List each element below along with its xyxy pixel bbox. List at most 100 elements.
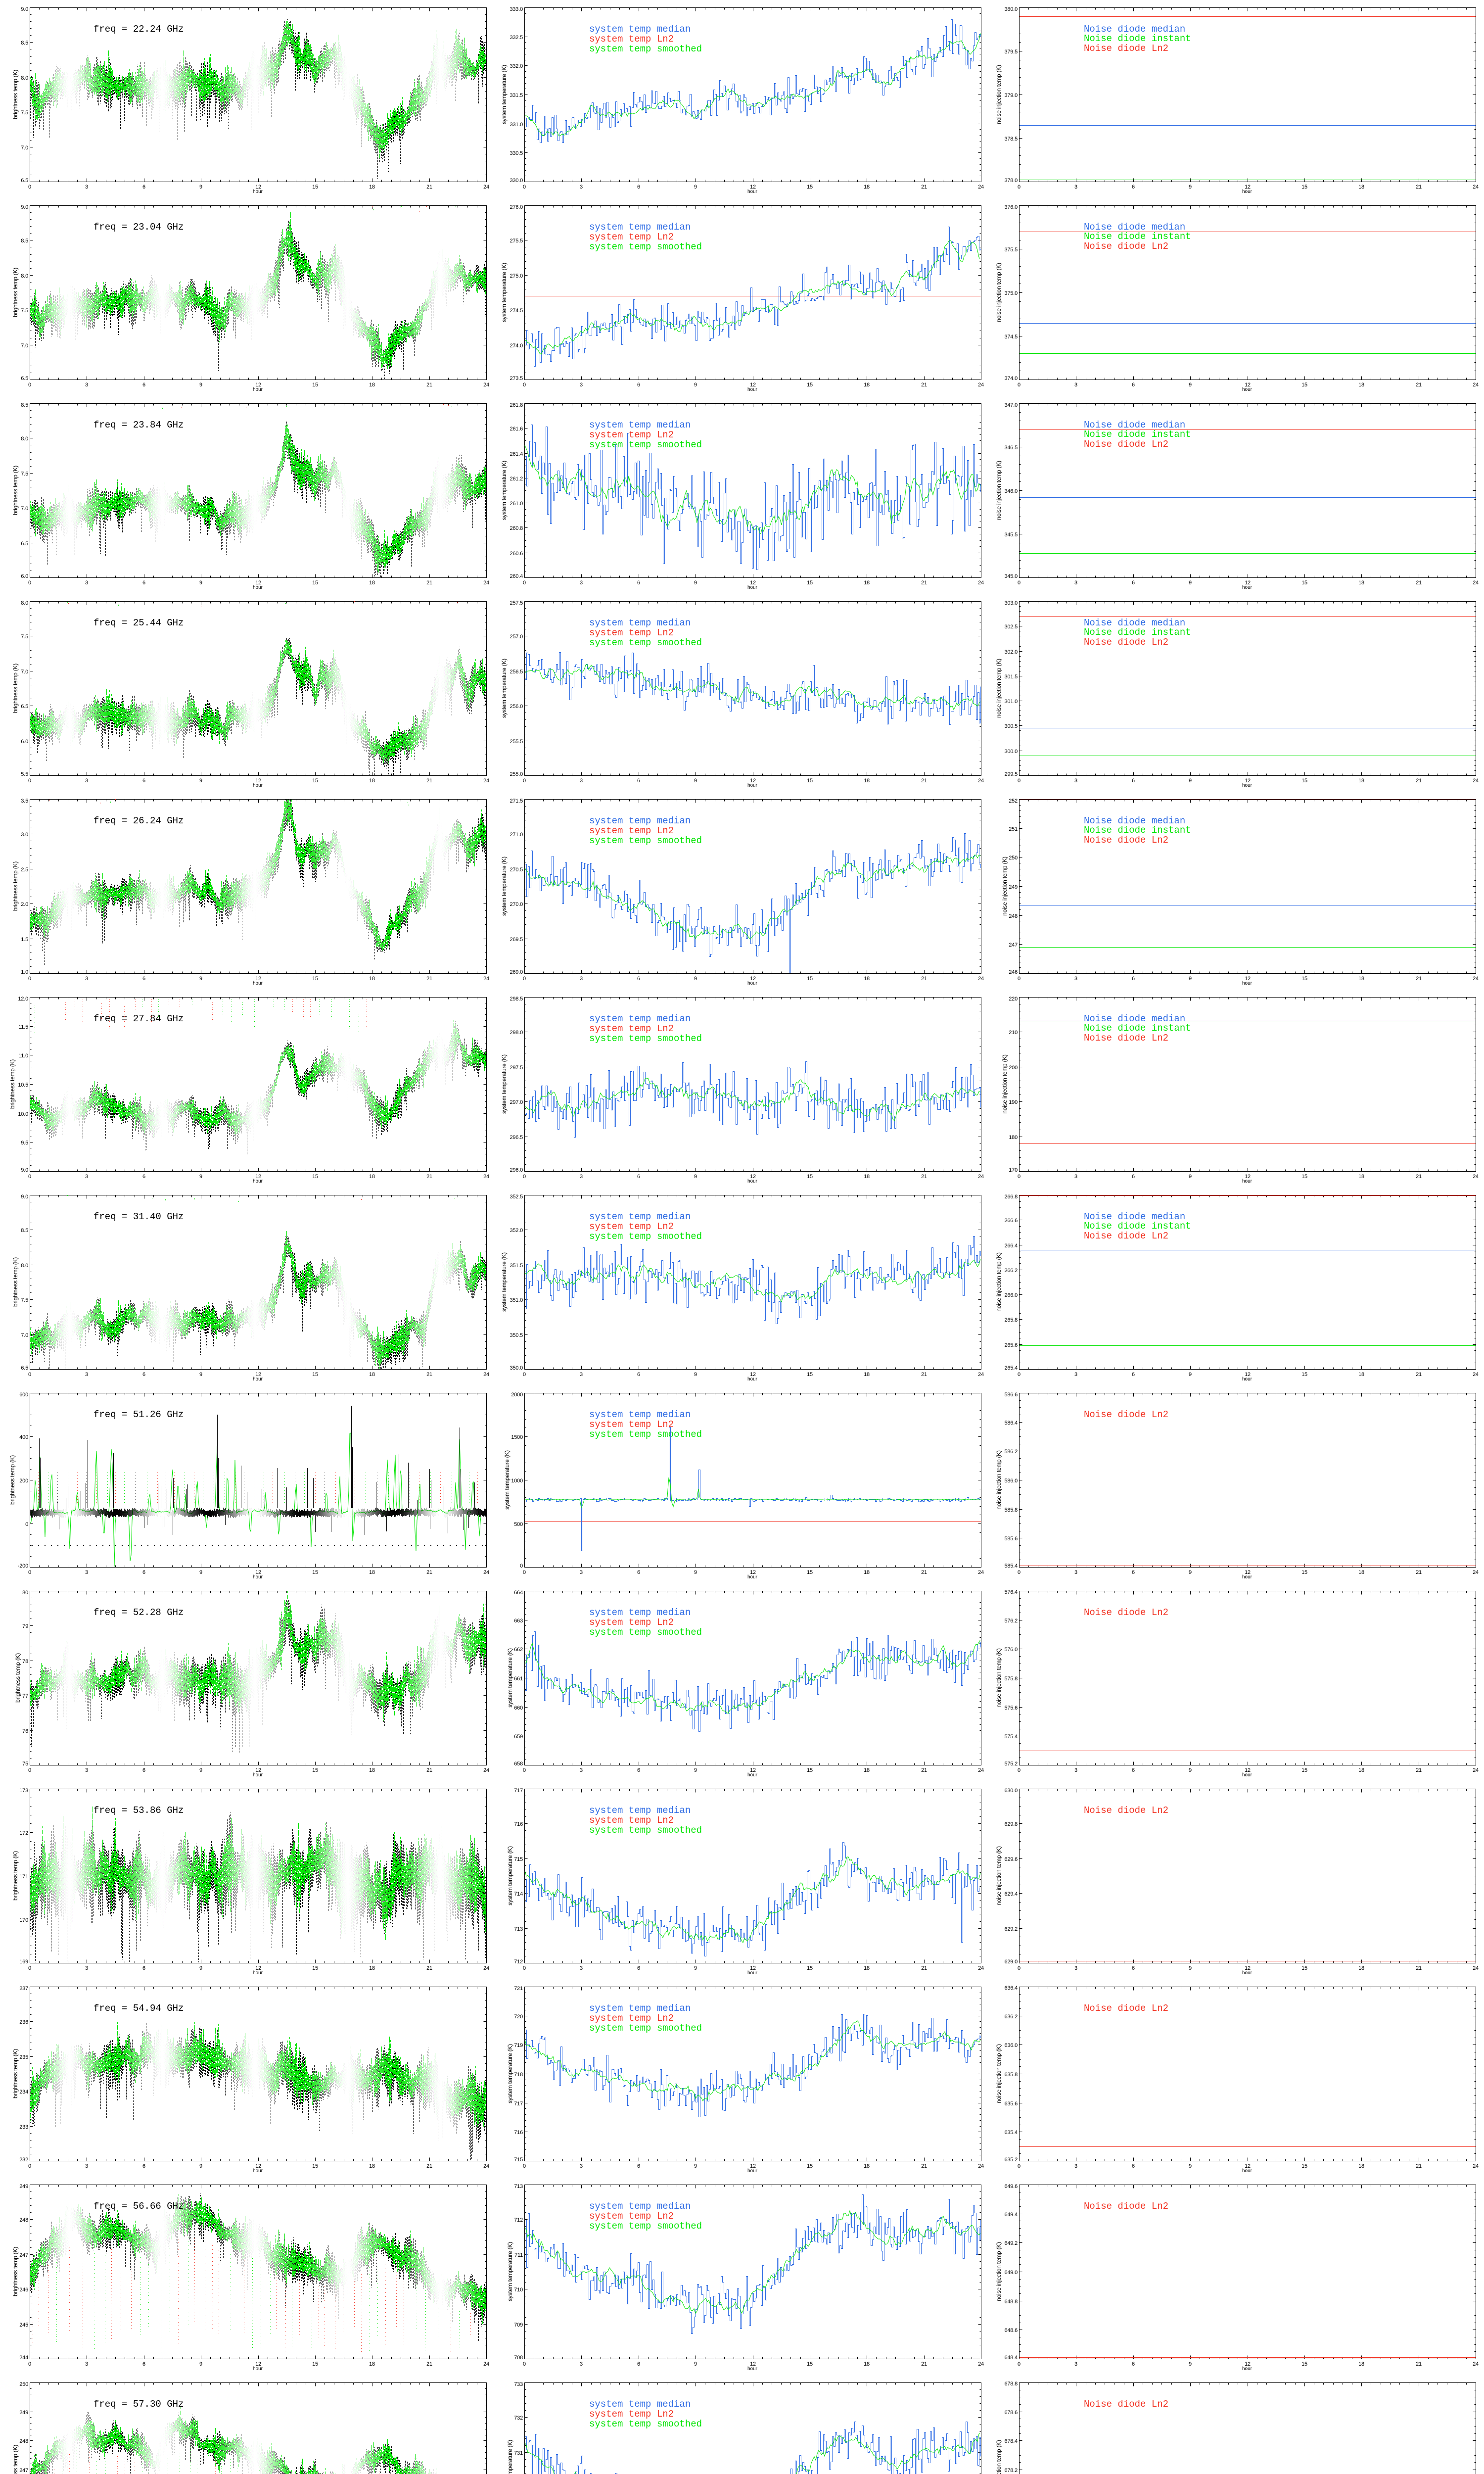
svg-text:333.0: 333.0: [510, 6, 523, 12]
svg-text:Noise diode median: Noise diode median: [1084, 1211, 1185, 1222]
svg-text:18: 18: [1358, 778, 1364, 784]
svg-text:380.0: 380.0: [1004, 6, 1018, 12]
svg-text:system temp median: system temp median: [589, 1805, 691, 1816]
svg-text:6: 6: [637, 1965, 640, 1971]
svg-text:0: 0: [523, 184, 526, 190]
svg-text:15: 15: [807, 1965, 813, 1971]
svg-text:9: 9: [199, 2163, 202, 2169]
svg-text:24: 24: [483, 1372, 489, 1378]
svg-text:9: 9: [1189, 976, 1192, 982]
svg-text:Noise diode instant: Noise diode instant: [1084, 231, 1191, 242]
svg-text:12: 12: [1245, 778, 1251, 784]
svg-text:system temperature (K): system temperature (K): [501, 1252, 508, 1312]
svg-text:hour: hour: [747, 783, 758, 788]
svg-text:24: 24: [978, 2163, 984, 2169]
svg-text:12: 12: [1245, 1570, 1251, 1575]
svg-text:586.6: 586.6: [1004, 1392, 1018, 1398]
svg-text:18: 18: [369, 2163, 375, 2169]
svg-text:brightness temp (K): brightness temp (K): [12, 1257, 19, 1307]
svg-text:system temp smoothed: system temp smoothed: [589, 2419, 702, 2429]
svg-text:575.6: 575.6: [1004, 1705, 1018, 1711]
svg-text:180: 180: [1009, 1135, 1018, 1141]
svg-text:7.5: 7.5: [21, 471, 28, 477]
svg-text:715: 715: [514, 1856, 523, 1862]
svg-text:noise injection temp (K): noise injection temp (K): [995, 1648, 1002, 1708]
svg-text:7.0: 7.0: [21, 506, 28, 512]
svg-text:351.5: 351.5: [510, 1263, 523, 1269]
svg-text:3: 3: [1074, 2163, 1077, 2169]
svg-text:6: 6: [637, 778, 640, 784]
svg-text:9: 9: [694, 1570, 697, 1575]
svg-text:18: 18: [369, 382, 375, 388]
svg-text:system temp smoothed: system temp smoothed: [589, 439, 702, 450]
svg-text:noise injection temp (K): noise injection temp (K): [995, 263, 1002, 322]
svg-text:hour: hour: [747, 2168, 758, 2174]
svg-text:21: 21: [921, 1965, 927, 1971]
svg-text:system temp smoothed: system temp smoothed: [589, 1429, 702, 1440]
svg-text:0: 0: [523, 580, 526, 586]
svg-text:648.6: 648.6: [1004, 2328, 1018, 2333]
svg-text:5.5: 5.5: [21, 771, 28, 777]
svg-text:noise injection temp (K): noise injection temp (K): [995, 1846, 1002, 1905]
svg-text:12: 12: [750, 1965, 756, 1971]
svg-text:12: 12: [1245, 580, 1251, 586]
svg-text:9: 9: [1189, 2361, 1192, 2367]
svg-text:6: 6: [142, 976, 145, 982]
svg-text:12: 12: [255, 1965, 261, 1971]
svg-text:3: 3: [580, 778, 583, 784]
svg-text:6.5: 6.5: [21, 1365, 28, 1371]
svg-text:7.5: 7.5: [21, 634, 28, 640]
svg-text:266.4: 266.4: [1004, 1243, 1018, 1249]
svg-text:352.0: 352.0: [510, 1228, 523, 1234]
svg-text:Noise diode instant: Noise diode instant: [1084, 429, 1191, 440]
svg-text:12: 12: [750, 2361, 756, 2367]
svg-text:Noise diode median: Noise diode median: [1084, 420, 1185, 430]
svg-text:332.5: 332.5: [510, 35, 523, 41]
svg-text:15: 15: [807, 580, 813, 586]
svg-text:6: 6: [142, 184, 145, 190]
svg-text:678.4: 678.4: [1004, 2438, 1018, 2444]
svg-text:173: 173: [19, 1788, 28, 1794]
svg-text:18: 18: [864, 184, 870, 190]
svg-text:297.5: 297.5: [510, 1065, 523, 1071]
svg-text:freq = 23.04 GHz: freq = 23.04 GHz: [93, 222, 184, 233]
svg-text:9: 9: [1189, 382, 1192, 388]
svg-text:12: 12: [255, 382, 261, 388]
svg-text:7.5: 7.5: [21, 308, 28, 314]
svg-text:hour: hour: [1242, 981, 1252, 986]
svg-text:system temp Ln2: system temp Ln2: [589, 1419, 674, 1430]
svg-text:6: 6: [637, 1570, 640, 1575]
svg-text:0: 0: [25, 1522, 28, 1527]
svg-text:585.8: 585.8: [1004, 1507, 1018, 1513]
svg-text:3: 3: [85, 778, 88, 784]
svg-text:7.5: 7.5: [21, 110, 28, 116]
svg-text:21: 21: [426, 1570, 432, 1575]
svg-text:713: 713: [514, 1926, 523, 1932]
svg-text:244: 244: [19, 2355, 28, 2361]
svg-text:12: 12: [255, 976, 261, 982]
svg-text:9.0: 9.0: [21, 6, 28, 12]
svg-text:586.4: 586.4: [1004, 1420, 1018, 1426]
svg-text:15: 15: [1301, 2163, 1307, 2169]
svg-text:234: 234: [19, 2089, 28, 2095]
svg-text:629.4: 629.4: [1004, 1891, 1018, 1897]
svg-text:9: 9: [694, 1372, 697, 1378]
svg-text:brightness temp (K): brightness temp (K): [12, 861, 19, 911]
svg-text:6: 6: [142, 2163, 145, 2169]
svg-text:18: 18: [369, 1174, 375, 1180]
svg-text:374.0: 374.0: [1004, 376, 1018, 381]
svg-text:hour: hour: [253, 783, 263, 788]
svg-text:system temperature (K): system temperature (K): [507, 2044, 513, 2103]
svg-text:21: 21: [426, 184, 432, 190]
svg-text:15: 15: [312, 2163, 318, 2169]
svg-text:15: 15: [807, 2361, 813, 2367]
svg-text:system temp Ln2: system temp Ln2: [589, 429, 674, 440]
svg-text:301.0: 301.0: [1004, 699, 1018, 705]
svg-text:6: 6: [142, 1372, 145, 1378]
svg-text:18: 18: [1358, 1965, 1364, 1971]
svg-text:6: 6: [142, 778, 145, 784]
svg-text:6: 6: [1132, 1767, 1135, 1773]
svg-text:266.8: 266.8: [1004, 1194, 1018, 1200]
svg-text:661: 661: [514, 1676, 523, 1682]
svg-text:24: 24: [483, 2163, 489, 2169]
